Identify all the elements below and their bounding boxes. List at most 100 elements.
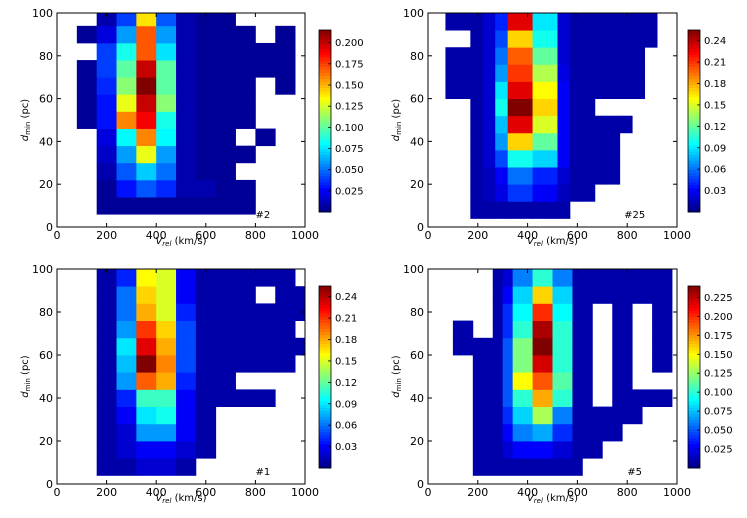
colorbar-segment bbox=[319, 401, 331, 405]
heatmap-cell bbox=[195, 94, 217, 112]
heatmap-cell bbox=[176, 406, 197, 425]
colorbar-frame bbox=[318, 29, 332, 213]
heatmap-cell bbox=[592, 269, 603, 287]
colorbar-segment bbox=[688, 130, 700, 134]
colorbar-segment bbox=[688, 199, 700, 204]
heatmap-cell bbox=[520, 30, 533, 48]
colorbar-segment bbox=[319, 193, 331, 198]
heatmap-cell bbox=[235, 145, 256, 164]
heatmap-cell bbox=[502, 303, 514, 321]
heatmap-cell bbox=[532, 167, 546, 185]
heatmap-cell bbox=[507, 47, 521, 65]
heatmap-cell bbox=[176, 389, 197, 407]
colorbar-tick-label: 0.025 bbox=[704, 445, 733, 456]
colorbar-segment bbox=[319, 319, 331, 323]
y-tick-label: 40 bbox=[39, 135, 53, 148]
colorbar-segment bbox=[319, 431, 331, 436]
colorbar-segment bbox=[319, 202, 331, 207]
heatmap-cell bbox=[136, 286, 157, 304]
heatmap-cell bbox=[642, 389, 653, 407]
x-tick-label: 400 bbox=[517, 486, 538, 499]
heatmap-cell bbox=[482, 64, 496, 82]
heatmap-cell bbox=[195, 406, 217, 425]
colorbar-segment bbox=[688, 328, 700, 332]
heatmap-cell bbox=[470, 64, 484, 82]
heatmap-cell bbox=[116, 406, 137, 425]
colorbar-segment bbox=[688, 373, 700, 378]
colorbar-segment bbox=[688, 443, 700, 448]
heatmap-cell bbox=[156, 197, 177, 215]
heatmap-cell bbox=[176, 320, 197, 339]
colorbar-segment bbox=[319, 75, 331, 80]
colorbar-segment bbox=[688, 313, 700, 317]
heatmap-cell bbox=[607, 30, 621, 48]
heatmap-cell bbox=[156, 406, 177, 425]
colorbar-segment bbox=[319, 114, 331, 119]
heatmap-cell bbox=[532, 337, 543, 356]
colorbar-tick-label: 0.03 bbox=[335, 442, 357, 453]
colorbar-segment bbox=[688, 325, 700, 329]
heatmap-cell bbox=[235, 111, 256, 129]
heatmap-cell bbox=[569, 167, 583, 185]
heatmap-cell bbox=[594, 115, 608, 134]
heatmap-cell bbox=[136, 320, 157, 339]
heatmap-cell bbox=[470, 132, 484, 151]
heatmap-cell bbox=[542, 355, 553, 373]
heatmap-cell bbox=[607, 149, 621, 168]
heatmap-cell bbox=[619, 115, 633, 134]
heatmap-cell bbox=[562, 269, 573, 287]
colorbar-tick-label: 0.100 bbox=[704, 388, 733, 399]
heatmap-cell bbox=[562, 389, 573, 407]
colorbar-segment bbox=[319, 446, 331, 451]
heatmap-cell bbox=[532, 30, 546, 48]
heatmap-cell bbox=[607, 132, 621, 151]
colorbar-segment bbox=[319, 310, 331, 314]
heatmap-cell bbox=[502, 355, 514, 373]
colorbar-segment bbox=[688, 455, 700, 460]
heatmap-cell bbox=[255, 128, 276, 147]
colorbar-segment bbox=[688, 78, 700, 83]
heatmap-cell bbox=[545, 47, 558, 65]
heatmap-cell bbox=[542, 269, 553, 287]
heatmap-cell bbox=[495, 64, 509, 82]
colorbar-segment bbox=[319, 157, 331, 161]
heatmap-cell bbox=[136, 441, 157, 459]
heatmap-cell bbox=[562, 337, 573, 356]
heatmap-cell bbox=[632, 47, 646, 65]
heatmap-cell bbox=[96, 42, 117, 61]
heatmap-cell bbox=[512, 423, 524, 442]
heatmap-cell bbox=[116, 269, 137, 287]
colorbar-segment bbox=[688, 434, 700, 439]
heatmap-cell bbox=[116, 286, 137, 304]
colorbar-segment bbox=[319, 99, 331, 104]
colorbar-segment bbox=[688, 196, 700, 201]
heatmap-cell bbox=[116, 423, 137, 442]
colorbar-segment bbox=[319, 416, 331, 420]
heatmap-cell bbox=[255, 303, 276, 321]
heatmap-cell bbox=[215, 269, 236, 287]
heatmap-cell bbox=[495, 149, 509, 168]
heatmap-cell bbox=[156, 13, 177, 27]
colorbar-segment bbox=[688, 190, 700, 195]
heatmap-cell bbox=[520, 98, 533, 117]
heatmap-cell bbox=[582, 337, 593, 356]
colorbar-segment bbox=[319, 419, 331, 423]
heatmap-cell bbox=[215, 355, 236, 373]
heatmap-cell bbox=[235, 286, 256, 304]
heatmap-cell bbox=[507, 30, 521, 48]
heatmap-cell bbox=[195, 423, 217, 442]
colorbar-segment bbox=[688, 440, 700, 445]
heatmap-cell bbox=[662, 355, 673, 373]
heatmap-panel-4: 0 200 400 600 800 1000 0 20 40 60 80 100 Vrel (km/s)… bbox=[391, 263, 733, 505]
colorbar-segment bbox=[319, 117, 331, 122]
heatmap-cell bbox=[445, 81, 459, 99]
heatmap-cell bbox=[557, 98, 571, 117]
colorbar-segment bbox=[688, 145, 700, 149]
heatmap-cell bbox=[176, 25, 197, 44]
colorbar-segment bbox=[688, 286, 700, 290]
colorbar-segment bbox=[319, 108, 331, 113]
x-tick-label: 1000 bbox=[291, 486, 319, 499]
heatmap-cell bbox=[532, 303, 543, 321]
heatmap-cell bbox=[507, 81, 521, 99]
heatmap-cell bbox=[652, 269, 663, 287]
